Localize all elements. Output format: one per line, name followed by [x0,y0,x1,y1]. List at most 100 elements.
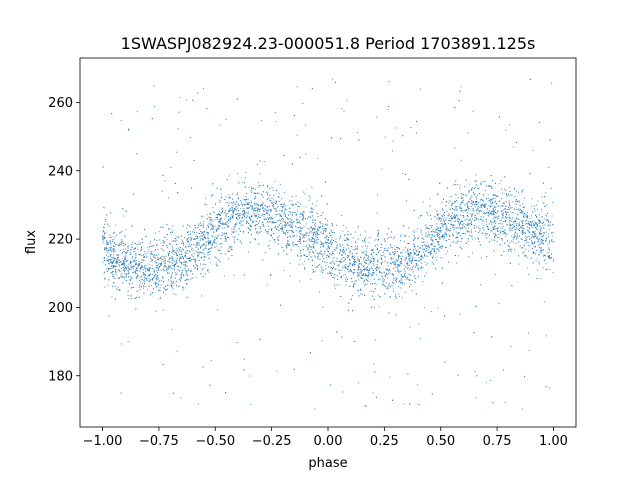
data-point [453,227,455,229]
data-point [137,265,139,267]
data-point [452,235,454,237]
data-point [326,238,328,240]
data-point [112,276,114,278]
data-point [278,201,280,203]
data-point [525,235,527,237]
data-point [195,235,197,237]
data-point [505,212,507,214]
data-point [371,268,373,270]
data-point [446,225,448,227]
data-point [123,276,125,278]
data-point [185,251,187,253]
data-point [289,275,291,277]
data-point [308,199,310,201]
data-point [539,278,541,280]
data-point [450,224,452,226]
data-point [360,293,362,295]
data-point [215,242,217,244]
data-point [352,237,354,239]
data-point [344,234,346,236]
data-point [146,256,148,258]
data-point [454,217,456,219]
data-point [176,236,178,238]
data-point [456,240,458,242]
data-point [360,234,362,236]
data-point [297,205,299,207]
data-point [525,240,527,242]
data-point [380,257,382,259]
data-point [495,206,497,208]
data-point [128,263,130,265]
data-point [376,266,378,268]
data-point [159,290,161,292]
data-point [115,273,117,275]
data-point [485,223,487,225]
data-point [102,261,104,263]
data-point [334,268,336,270]
data-point [354,340,356,342]
data-point [113,258,115,260]
data-point [395,259,397,261]
data-point [336,284,338,286]
data-point [112,261,114,263]
data-point [181,263,183,265]
data-point [118,270,120,272]
data-point [316,233,318,235]
data-point [521,210,523,212]
data-point [159,298,161,300]
data-point [539,249,541,251]
data-point [287,225,289,227]
data-point [335,238,337,240]
data-point [521,239,523,241]
data-point [300,240,302,242]
data-point [205,197,207,199]
data-point [468,208,470,210]
data-point [178,236,180,238]
data-point [352,249,354,251]
data-point [377,235,379,237]
data-point [402,135,404,137]
data-point [112,250,114,252]
data-point [124,278,126,280]
data-point [462,209,464,211]
data-point [334,284,336,286]
data-point [534,253,536,255]
data-point [374,371,376,373]
data-point [447,215,449,217]
data-point [249,216,251,218]
data-point [356,252,358,254]
data-point [282,205,284,207]
data-point [473,227,475,229]
data-point [193,253,195,255]
data-point [254,204,256,206]
data-point [525,220,527,222]
data-point [441,208,443,210]
data-point [337,265,339,267]
data-point [245,195,247,197]
data-point [468,209,470,211]
data-point [186,241,188,243]
data-point [165,266,167,268]
data-point [303,191,305,193]
data-point [378,306,380,308]
data-point [263,209,265,211]
data-point [284,209,286,211]
data-point [363,265,365,267]
data-point [463,222,465,224]
data-point [401,297,403,299]
data-point [122,263,124,265]
data-point [265,212,267,214]
data-point [190,249,192,251]
data-point [376,247,378,249]
data-point [192,249,194,251]
data-point [537,235,539,237]
data-point [296,218,298,220]
data-point [171,282,173,284]
data-point [320,270,322,272]
data-point [414,252,416,254]
data-point [464,219,466,221]
data-point [487,227,489,229]
data-point [169,257,171,259]
data-point [278,219,280,221]
data-point [285,234,287,236]
